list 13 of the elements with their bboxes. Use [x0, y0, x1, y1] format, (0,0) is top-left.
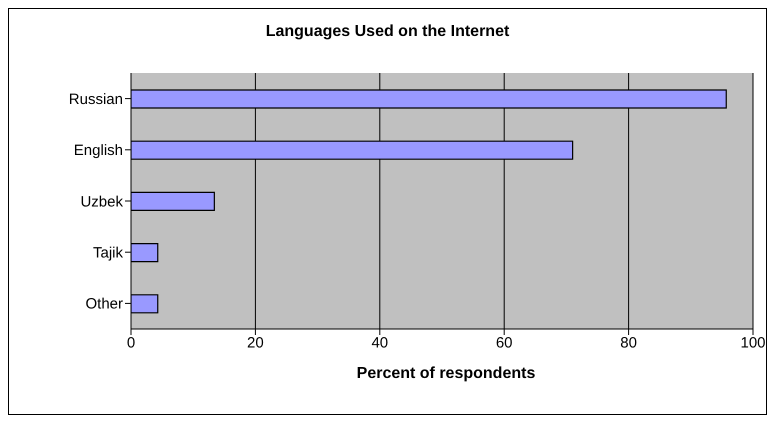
x-tick-label: 20	[247, 334, 264, 352]
y-tick-label: English	[74, 142, 123, 160]
x-tick-label: 100	[740, 334, 766, 352]
y-tick-label: Other	[85, 296, 124, 313]
x-axis-title: Percent of respondents	[356, 365, 536, 383]
x-tick-label: 40	[371, 334, 388, 352]
x-tick-label: 80	[620, 334, 637, 352]
y-tick-label: Tajik	[92, 244, 124, 262]
x-tick-label: 0	[126, 334, 136, 352]
y-tick-label: Uzbek	[80, 193, 124, 210]
x-tick-label: 60	[496, 334, 513, 352]
chart-title: Languages Used on the Internet	[264, 23, 510, 41]
y-tick-label: Russian	[68, 90, 123, 108]
